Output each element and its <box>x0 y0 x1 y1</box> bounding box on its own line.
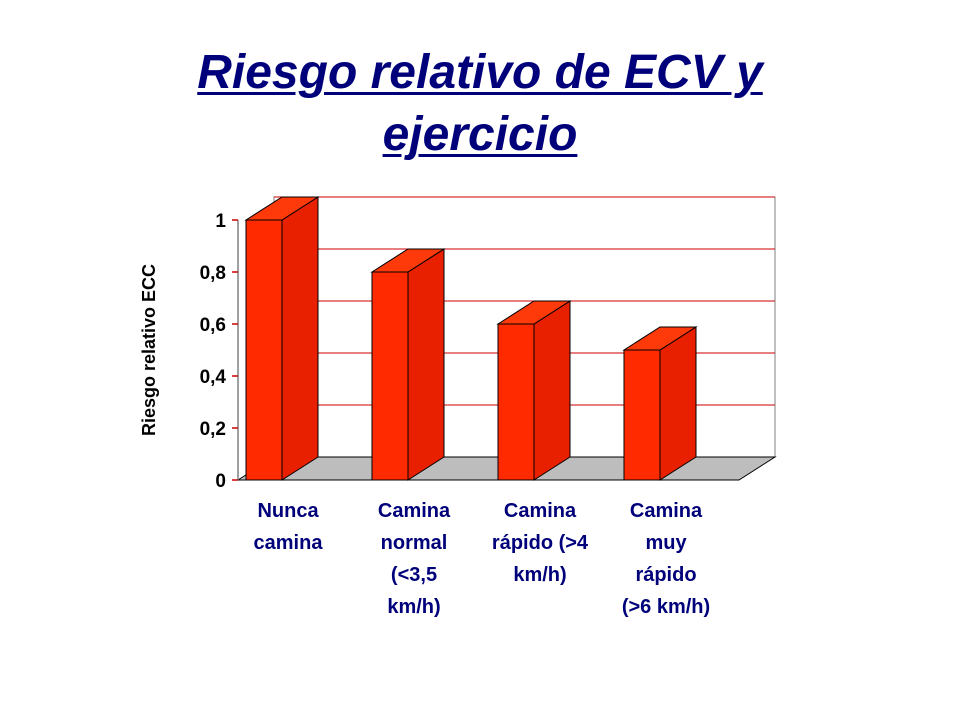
category-label-line: km/h) <box>513 564 566 586</box>
category-label-line: Camina <box>378 500 451 522</box>
category-label-line: rápido <box>635 564 696 586</box>
y-axis <box>232 219 239 481</box>
category-label-line: normal <box>381 532 448 554</box>
chart-title-line-2: ejercicio <box>382 108 578 161</box>
y-tick-label: 1 <box>215 211 226 232</box>
bar <box>623 349 661 481</box>
y-axis-label: Riesgo relativo ECC <box>139 264 159 436</box>
category-label-line: Camina <box>630 500 703 522</box>
y-tick-label: 0,2 <box>200 419 226 440</box>
bar <box>245 219 283 481</box>
y-tick-label: 0,6 <box>200 315 226 336</box>
bar-side <box>407 248 445 481</box>
bar-side <box>281 196 319 481</box>
category-label-line: rápido (>4 <box>492 532 589 554</box>
chart-title: Riesgo relativo de ECV y ejercicio <box>0 42 960 166</box>
category-label-line: Camina <box>504 500 577 522</box>
bar <box>497 323 535 481</box>
category-label-line: Nunca <box>257 500 319 522</box>
chart-title-line-1: Riesgo relativo de ECV y <box>197 46 763 99</box>
bars <box>244 196 698 481</box>
category-label-line: km/h) <box>387 596 440 618</box>
category-label-line: muy <box>645 532 687 554</box>
category-label: Camina normal (<3,5 km/h) <box>378 500 451 618</box>
category-label-line: (>6 km/h) <box>622 596 710 618</box>
category-label-line: camina <box>254 532 324 554</box>
y-tick-label: 0,8 <box>200 263 226 284</box>
bar-side <box>533 300 571 481</box>
y-tick-labels: 0 0,2 0,4 0,6 0,8 1 <box>200 211 227 492</box>
bar-side <box>659 326 697 481</box>
category-label-line: (<3,5 <box>391 564 437 586</box>
category-labels: Nunca camina Camina normal (<3,5 km/h) Camina r… <box>254 500 711 618</box>
category-label: Camina rápido (>4 km/h) <box>492 500 589 586</box>
y-tick-label: 0,4 <box>200 367 227 388</box>
category-label: Nunca camina <box>254 500 324 554</box>
bar <box>371 271 409 481</box>
category-label: Camina muy rápido (>6 km/h) <box>622 500 710 618</box>
y-tick-label: 0 <box>215 471 226 492</box>
